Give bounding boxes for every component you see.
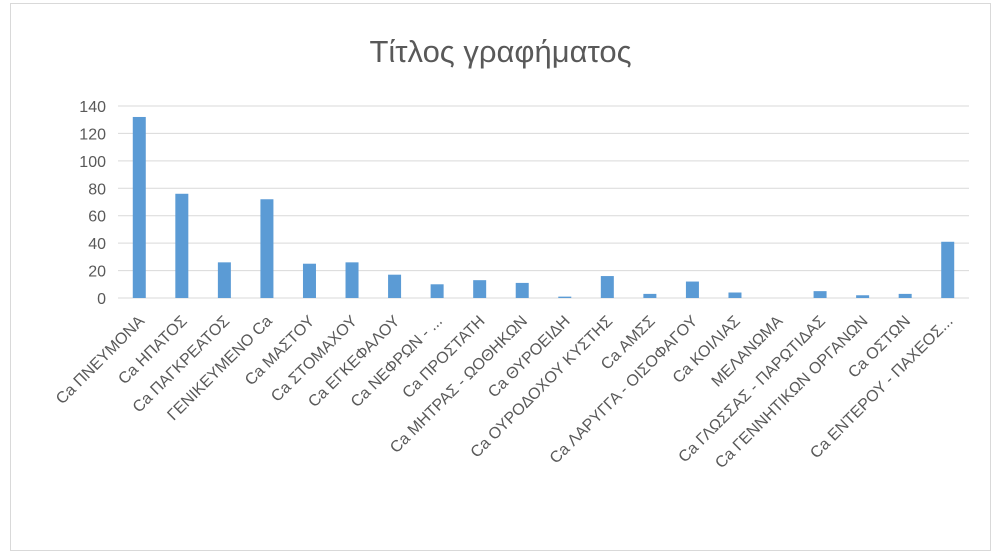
bar xyxy=(728,292,742,298)
bar xyxy=(558,296,572,298)
bar xyxy=(685,281,699,298)
y-tick-label: 100 xyxy=(79,154,106,171)
y-tick-label: 20 xyxy=(88,264,106,281)
y-tick-label: 120 xyxy=(79,126,106,143)
bar xyxy=(260,199,274,298)
y-tick-label: 80 xyxy=(88,181,106,198)
y-tick-label: 140 xyxy=(79,99,106,116)
y-tick-label: 0 xyxy=(97,291,106,308)
y-tick-label: 40 xyxy=(88,236,106,253)
bar xyxy=(345,262,359,298)
bar xyxy=(941,241,955,298)
bar xyxy=(473,280,487,298)
bar xyxy=(132,116,146,298)
chart-title: Τίτλος γραφήματος xyxy=(369,34,632,69)
bar xyxy=(217,262,231,298)
bar xyxy=(600,276,614,298)
bar xyxy=(856,295,870,298)
bar xyxy=(430,284,444,298)
bar xyxy=(515,282,529,298)
bar xyxy=(813,291,827,298)
bar xyxy=(388,274,402,298)
chart-area: Τίτλος γραφήματος 0 20 40 60 80 100 120 140 Ca Π… xyxy=(10,3,991,551)
bar xyxy=(302,263,316,298)
y-tick-label: 60 xyxy=(88,209,106,226)
bar xyxy=(175,193,189,298)
bar xyxy=(898,293,912,298)
bar xyxy=(643,293,657,298)
